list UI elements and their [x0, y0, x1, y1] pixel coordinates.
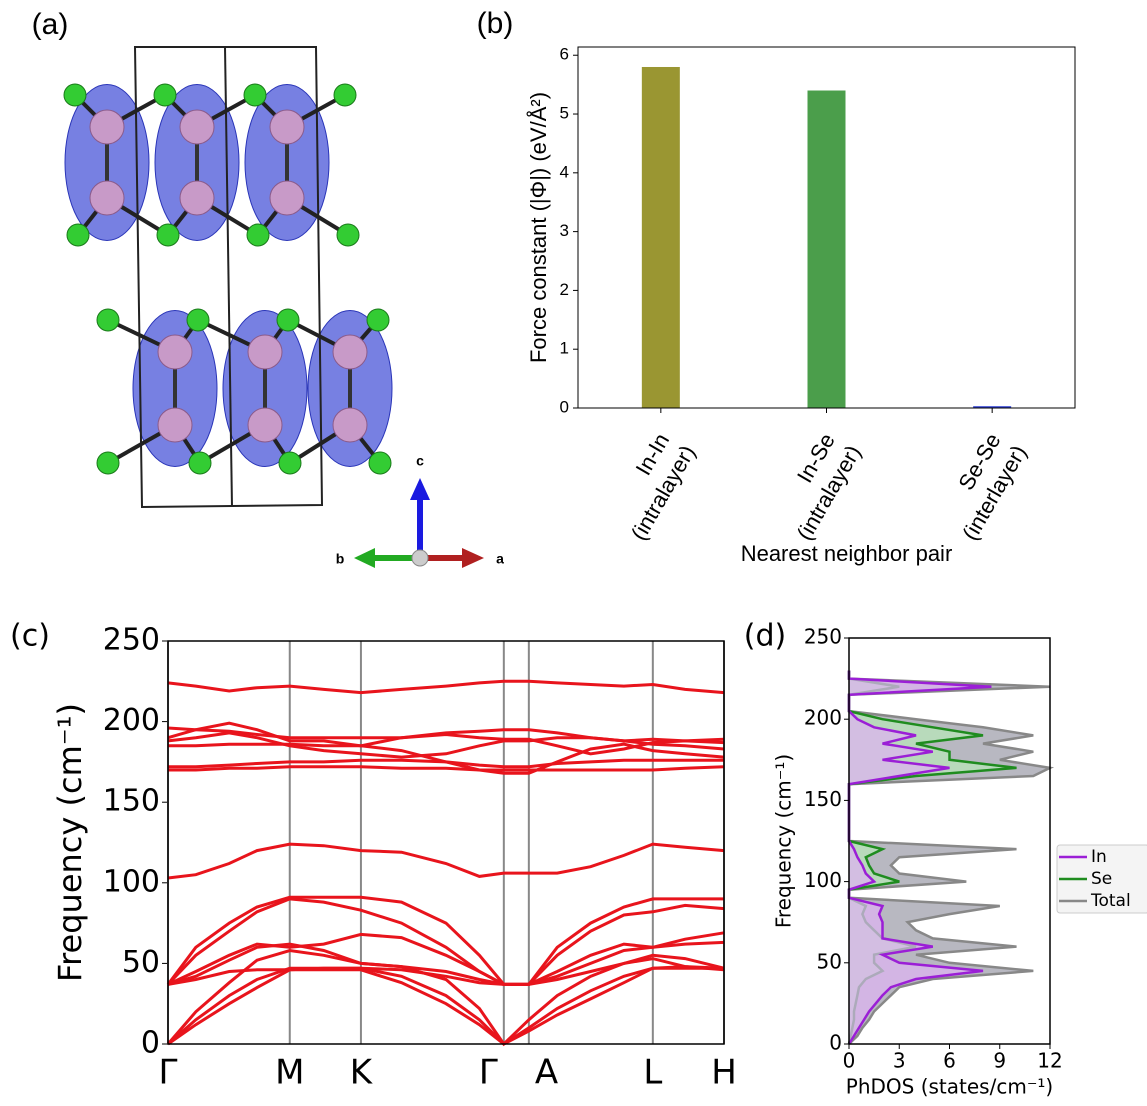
x-tick-label: 3 [893, 1049, 906, 1073]
x-tick-label: K [350, 1053, 374, 1093]
se-atom [367, 309, 389, 331]
band-line [168, 681, 724, 692]
legend-label: In [1091, 847, 1107, 867]
axis-arrow [410, 478, 430, 500]
in-atom [90, 181, 124, 215]
in-atom [158, 335, 192, 369]
x-tick-label: Γ [479, 1053, 498, 1093]
in-atom [270, 181, 304, 215]
y-axis-label: Frequency (cm⁻¹) [772, 754, 796, 928]
y-tick-label: 250 [804, 625, 842, 649]
in-atom [180, 181, 214, 215]
se-atom [247, 224, 269, 246]
y-tick-label: 100 [103, 864, 160, 899]
panel-label: (d) [744, 619, 786, 654]
se-atom [279, 452, 301, 474]
x-tick-label: M [275, 1053, 304, 1093]
chart-panel: (b)Force constant (|Φ|) (eV/Å²)0123456In… [477, 7, 1075, 566]
axis-arrow [354, 548, 375, 568]
y-tick-label: 6 [560, 45, 569, 64]
se-atom [64, 84, 86, 106]
se-atom [337, 224, 359, 246]
y-axis-label: Frequency (cm⁻¹) [51, 703, 89, 982]
y-tick-label: 200 [103, 703, 160, 738]
y-tick-label: 0 [560, 397, 569, 416]
panel-label: (a) [32, 8, 69, 41]
y-tick-label: 250 [103, 623, 160, 658]
legend-label: Se [1091, 869, 1112, 889]
se-atom [157, 224, 179, 246]
y-tick-label: 150 [804, 787, 842, 811]
axis-arrow [462, 548, 484, 568]
x-tick-label: 6 [943, 1049, 956, 1073]
axis-label: a [496, 551, 504, 567]
bar [808, 91, 846, 408]
in-atom [158, 408, 192, 442]
x-tick-label: 0 [843, 1049, 856, 1073]
y-tick-label: 50 [817, 949, 842, 973]
axis-label: c [416, 453, 424, 469]
in-atom [270, 110, 304, 144]
figure: (a) c b a (b) Force constant (|Φ|) (eV/Å²) 0… [0, 0, 1147, 1106]
y-tick-label: 0 [829, 1031, 842, 1055]
y-tick-label: 0 [141, 1026, 160, 1061]
x-tick-label: 9 [993, 1049, 1006, 1073]
x-axis-label: Nearest neighbor pair [741, 541, 953, 566]
x-tick-label: A [535, 1053, 558, 1093]
axis-origin [412, 550, 428, 566]
se-atom [67, 224, 89, 246]
band-line [168, 844, 724, 878]
x-tick-label: Γ [159, 1053, 178, 1093]
se-atom [244, 84, 266, 106]
legend-label: Total [1090, 891, 1131, 911]
in-atom [90, 110, 124, 144]
band-line [168, 767, 724, 770]
se-atom [154, 84, 176, 106]
se-atom [369, 452, 391, 474]
chart-panel: (d) Frequency (cm⁻¹) 0 50 100 150 200 250 0 3 6 9 12… [744, 619, 1147, 1099]
y-tick-label: 1 [560, 339, 569, 358]
y-tick-label: 200 [804, 706, 842, 730]
y-tick-label: 100 [804, 868, 842, 892]
se-atom [189, 452, 211, 474]
x-tick-label: L [643, 1053, 662, 1093]
y-tick-label: 3 [560, 221, 569, 240]
y-axis-label: Force constant (|Φ|) (eV/Å²) [526, 92, 551, 363]
y-tick-label: 5 [560, 104, 569, 123]
bar [642, 67, 680, 408]
y-tick-label: 4 [560, 162, 569, 181]
x-axis-label: PhDOS (states/cm⁻¹) [846, 1075, 1053, 1099]
y-tick-label: 50 [122, 945, 160, 980]
in-atom [333, 335, 367, 369]
se-atom [187, 309, 209, 331]
in-atom [333, 408, 367, 442]
y-tick-label: 150 [103, 784, 160, 819]
se-atom [97, 309, 119, 331]
se-atom [97, 452, 119, 474]
se-atom [334, 84, 356, 106]
in-atom [248, 408, 282, 442]
y-tick-label: 2 [560, 280, 569, 299]
panel-label: (c) [10, 619, 50, 654]
panel-label: (b) [477, 7, 514, 40]
x-tick-label: H [711, 1053, 737, 1093]
crystal-structure: c b a [64, 47, 504, 568]
x-tick-label: 12 [1037, 1049, 1062, 1073]
in-atom [180, 110, 214, 144]
se-atom [277, 309, 299, 331]
in-atom [248, 335, 282, 369]
axis-label: b [336, 551, 345, 567]
